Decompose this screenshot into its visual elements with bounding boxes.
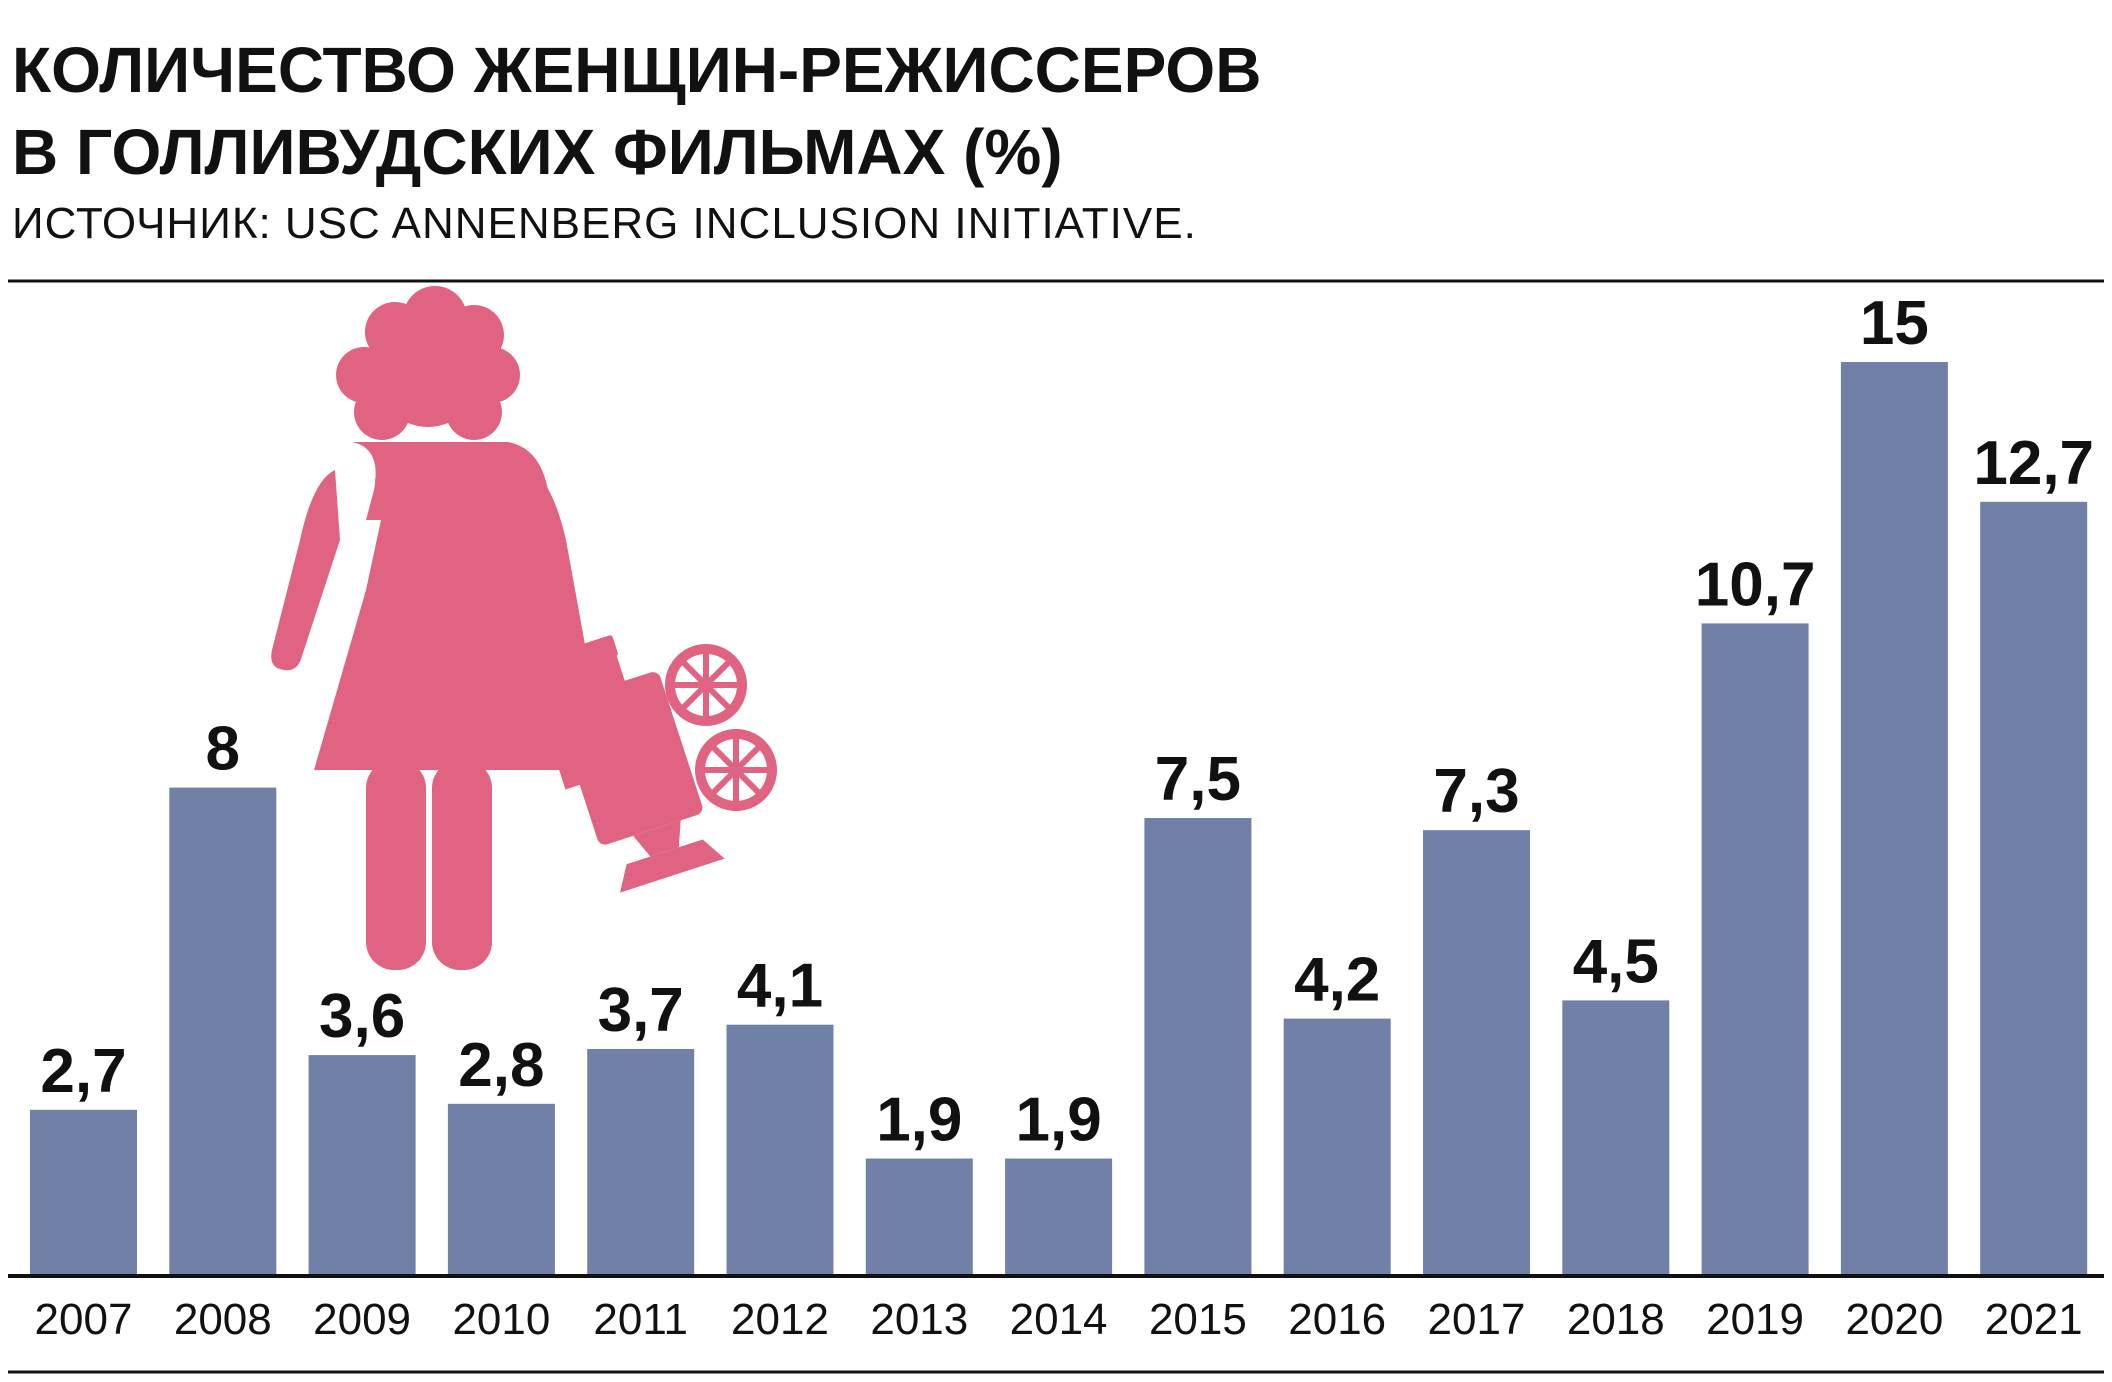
chart-title-line2: В ГОЛЛИВУДСКИХ ФИЛЬМАХ (%): [12, 116, 1063, 188]
tick-label-2008: 2008: [174, 1295, 272, 1344]
bars-group: [30, 362, 2088, 1274]
value-label-2013: 1,9: [876, 1086, 962, 1155]
x-axis-tick-labels: 2007 2008 2009 2010 2011 2012 2013 2014 2015 2016…: [35, 1295, 2083, 1344]
value-label-2020: 15: [1860, 289, 1929, 358]
value-labels-group: 2,7 8 3,6 2,8 3,7 4,1 1,9 1,9 7,5 4,2 7,3 4,5 10,7 15…: [40, 289, 2094, 1155]
chart-source: ИСТОЧНИК: USC ANNENBERG INCLUSION INITIA…: [12, 199, 1197, 248]
bar-2021: [1980, 501, 2088, 1274]
film-reel-icon: [695, 729, 777, 811]
value-label-2016: 4,2: [1294, 946, 1380, 1015]
tick-label-2010: 2010: [452, 1295, 550, 1344]
tick-label-2013: 2013: [870, 1295, 968, 1344]
bar-2011: [587, 1049, 695, 1274]
value-label-2010: 2,8: [458, 1031, 544, 1100]
tick-label-2007: 2007: [35, 1295, 133, 1344]
tick-label-2020: 2020: [1845, 1295, 1943, 1344]
tick-label-2019: 2019: [1706, 1295, 1804, 1344]
bar-2007: [30, 1109, 137, 1274]
tick-label-2018: 2018: [1567, 1295, 1665, 1344]
bar-2009: [308, 1055, 416, 1274]
bar-2012: [726, 1024, 834, 1274]
tick-label-2014: 2014: [1010, 1295, 1108, 1344]
bar-2014: [1005, 1158, 1113, 1274]
bar-2016: [1283, 1018, 1391, 1274]
value-label-2018: 4,5: [1573, 927, 1659, 996]
value-label-2014: 1,9: [1015, 1086, 1101, 1155]
tick-label-2015: 2015: [1149, 1295, 1247, 1344]
bar-2015: [1144, 818, 1252, 1274]
film-reel-icon: [665, 644, 747, 726]
value-label-2012: 4,1: [737, 952, 823, 1021]
bar-2013: [865, 1158, 973, 1274]
value-label-2015: 7,5: [1155, 745, 1241, 814]
tick-label-2021: 2021: [1985, 1295, 2083, 1344]
value-label-2008: 8: [206, 715, 240, 784]
bar-2018: [1562, 1000, 1670, 1274]
tick-label-2011: 2011: [593, 1295, 688, 1344]
tick-label-2009: 2009: [313, 1295, 411, 1344]
value-label-2007: 2,7: [40, 1037, 126, 1106]
bar-2017: [1423, 830, 1530, 1274]
bar-2019: [1701, 623, 1809, 1274]
bar-2020: [1840, 362, 1948, 1274]
value-label-2019: 10,7: [1695, 550, 1816, 619]
bar-2008: [169, 787, 277, 1274]
value-label-2011: 3,7: [598, 976, 684, 1045]
bar-2010: [447, 1103, 555, 1274]
value-label-2017: 7,3: [1433, 757, 1519, 826]
value-label-2009: 3,6: [319, 982, 405, 1051]
tick-label-2012: 2012: [731, 1295, 829, 1344]
tick-label-2016: 2016: [1288, 1295, 1386, 1344]
value-label-2021: 12,7: [1973, 429, 2094, 498]
chart-title-line1: КОЛИЧЕСТВО ЖЕНЩИН-РЕЖИССЕРОВ: [12, 34, 1261, 106]
woman-with-film-camera-icon: [271, 286, 777, 970]
tick-label-2017: 2017: [1428, 1295, 1526, 1344]
